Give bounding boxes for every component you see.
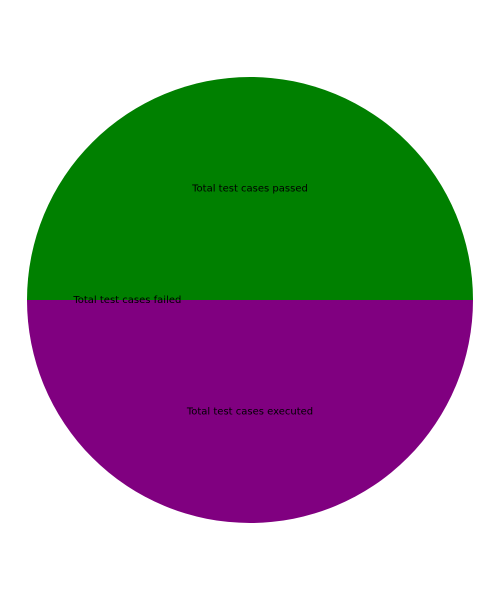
pie-slice-0 xyxy=(27,77,473,300)
pie-slice-label-2: Total test cases executed xyxy=(186,407,313,418)
pie-slices xyxy=(27,77,473,523)
pie-slice-label-0: Total test cases passed xyxy=(191,184,308,195)
pie-slice-label-1: Total test cases failed xyxy=(72,295,181,306)
pie-labels: Total test cases passed Total test cases … xyxy=(72,184,313,418)
pie-slice-2 xyxy=(27,300,473,523)
